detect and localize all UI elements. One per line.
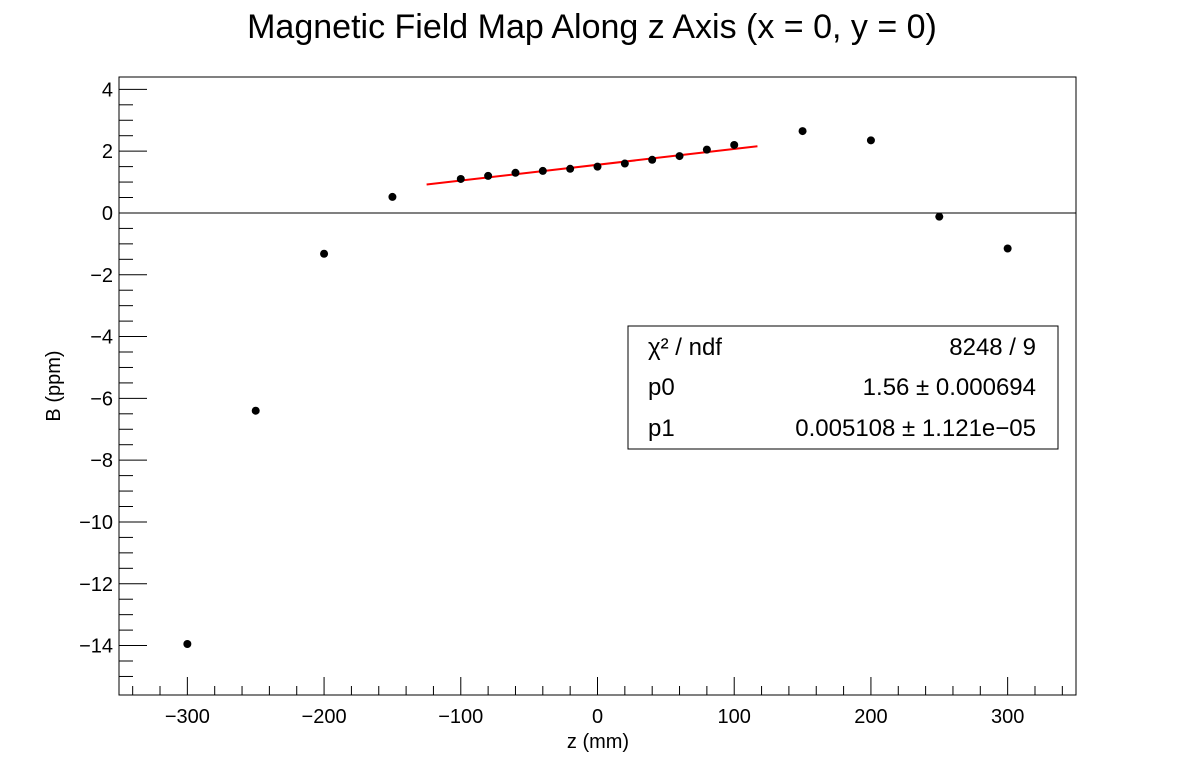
x-tick-label: 0: [592, 706, 603, 728]
x-tick-label: 100: [718, 706, 751, 728]
fit-line-layer: [426, 145, 758, 186]
x-tick-label: 300: [991, 706, 1024, 728]
stats-value-p1: 0.005108 ± 1.121e−05: [795, 415, 1036, 442]
data-point: [511, 168, 520, 177]
fit-line: [426, 145, 758, 186]
data-point: [538, 166, 547, 175]
y-tick-label: −6: [90, 388, 113, 410]
stats-value-p0: 1.56 ± 0.000694: [863, 374, 1036, 401]
stats-label-chi2: χ² / ndf: [648, 334, 722, 361]
y-axis-tick-labels: −14 −12 −10 −8 −6 −4 −2 0 2 4: [79, 79, 113, 657]
data-point: [566, 164, 575, 173]
stats-label-p1: p1: [648, 415, 675, 442]
chart-title: Magnetic Field Map Along z Axis (x = 0, …: [247, 8, 937, 46]
data-point: [251, 406, 260, 415]
data-point: [620, 159, 629, 168]
data-point: [798, 127, 807, 136]
data-point: [702, 145, 711, 154]
x-tick-label: 200: [854, 706, 887, 728]
x-axis-tick-labels: −300 −200 −100 0 100 200 300: [165, 706, 1025, 728]
data-point: [388, 192, 397, 201]
data-point: [484, 171, 493, 180]
data-point: [456, 174, 465, 183]
x-tick-label: −200: [302, 706, 347, 728]
data-point: [183, 640, 192, 649]
fit-stats-box: χ² / ndf 8248 / 9 p0 1.56 ± 0.000694 p1 …: [627, 325, 1059, 450]
axis-ticks: [119, 88, 1063, 695]
y-tick-label: −14: [79, 636, 113, 658]
data-points: [183, 127, 1012, 649]
data-point: [675, 152, 684, 161]
y-tick-label: −10: [79, 512, 113, 534]
data-point: [593, 162, 602, 171]
y-tick-label: −4: [90, 327, 113, 349]
data-point: [866, 136, 875, 145]
data-point: [730, 140, 739, 149]
y-axis-title: B (ppm): [43, 350, 65, 421]
x-axis-title: z (mm): [567, 731, 629, 753]
stats-box-frame: [627, 325, 1059, 450]
stats-value-chi2: 8248 / 9: [949, 334, 1036, 361]
data-point: [935, 212, 944, 221]
y-tick-label: 0: [102, 203, 113, 225]
data-point: [648, 155, 657, 164]
y-tick-label: 2: [102, 141, 113, 163]
y-tick-label: 4: [102, 79, 113, 101]
data-point: [320, 249, 329, 258]
y-tick-label: −8: [90, 450, 113, 472]
y-tick-label: −2: [90, 265, 113, 287]
x-tick-label: −100: [438, 706, 483, 728]
x-tick-label: −300: [165, 706, 210, 728]
data-point: [1003, 244, 1012, 253]
y-tick-label: −12: [79, 574, 113, 596]
stats-label-p0: p0: [648, 374, 675, 401]
